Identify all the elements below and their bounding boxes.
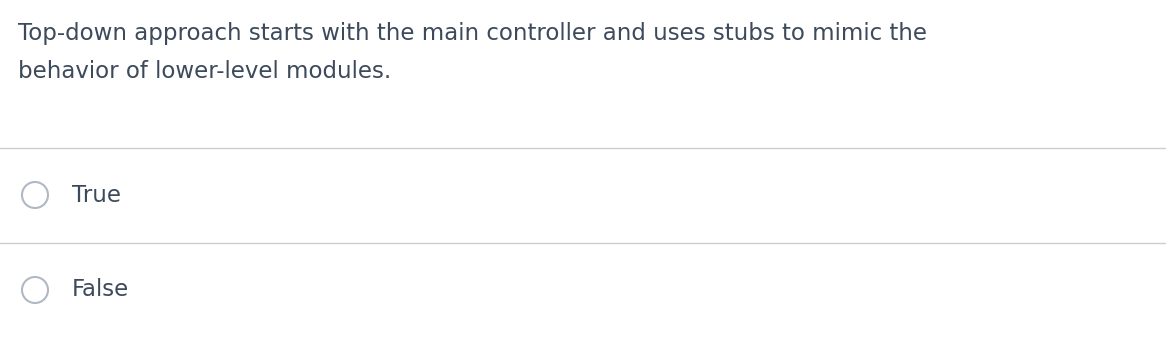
Text: False: False bbox=[72, 278, 129, 301]
Text: True: True bbox=[72, 183, 121, 206]
Text: behavior of lower-level modules.: behavior of lower-level modules. bbox=[17, 60, 392, 83]
Text: Top-down approach starts with the main controller and uses stubs to mimic the: Top-down approach starts with the main c… bbox=[17, 22, 927, 45]
